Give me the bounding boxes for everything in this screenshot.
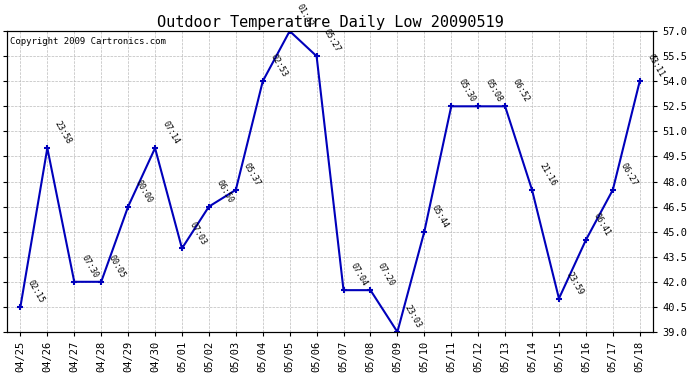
Text: 23:59: 23:59 xyxy=(564,270,585,296)
Text: 07:03: 07:03 xyxy=(188,220,208,246)
Text: 07:20: 07:20 xyxy=(376,262,396,288)
Text: 07:30: 07:30 xyxy=(80,254,100,280)
Text: 06:52: 06:52 xyxy=(511,78,531,104)
Text: 06:50: 06:50 xyxy=(215,178,235,204)
Text: 03:11: 03:11 xyxy=(645,53,666,79)
Text: 07:14: 07:14 xyxy=(161,120,181,146)
Text: Copyright 2009 Cartronics.com: Copyright 2009 Cartronics.com xyxy=(10,37,166,46)
Text: 23:03: 23:03 xyxy=(403,304,423,330)
Text: 02:53: 02:53 xyxy=(268,53,288,79)
Text: 00:05: 00:05 xyxy=(107,254,127,280)
Text: 01:42: 01:42 xyxy=(295,3,315,29)
Text: 05:44: 05:44 xyxy=(430,203,450,229)
Text: 07:04: 07:04 xyxy=(349,262,369,288)
Text: 05:30: 05:30 xyxy=(457,78,477,104)
Text: 02:15: 02:15 xyxy=(26,279,46,305)
Text: 05:37: 05:37 xyxy=(241,162,262,188)
Text: 06:41: 06:41 xyxy=(591,212,612,238)
Text: 05:08: 05:08 xyxy=(484,78,504,104)
Text: 23:58: 23:58 xyxy=(53,120,73,146)
Text: 05:27: 05:27 xyxy=(322,28,342,54)
Title: Outdoor Temperature Daily Low 20090519: Outdoor Temperature Daily Low 20090519 xyxy=(157,15,504,30)
Text: 21:16: 21:16 xyxy=(538,162,558,188)
Text: 00:00: 00:00 xyxy=(134,178,154,204)
Text: 06:27: 06:27 xyxy=(618,162,639,188)
